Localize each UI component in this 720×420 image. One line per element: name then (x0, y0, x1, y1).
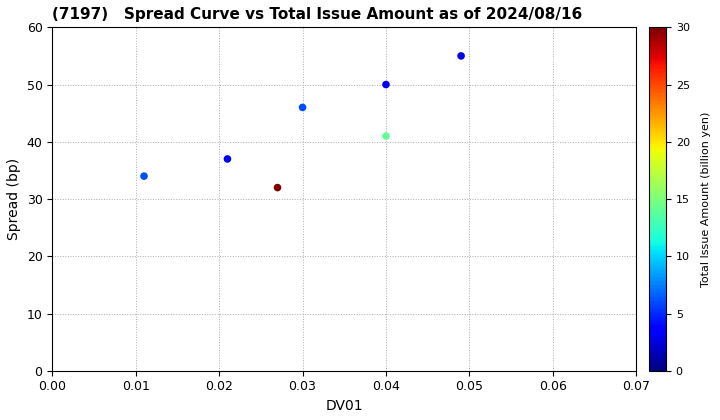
Y-axis label: Total Issue Amount (billion yen): Total Issue Amount (billion yen) (701, 111, 711, 287)
Point (222, 155, 233, 162)
Point (380, 133, 392, 139)
Text: (7197)   Spread Curve vs Total Issue Amount as of 2024/08/16: (7197) Spread Curve vs Total Issue Amoun… (53, 7, 582, 22)
Point (138, 173, 150, 179)
Point (297, 104, 308, 111)
Point (455, 52, 467, 59)
Y-axis label: Spread (bp): Spread (bp) (7, 158, 21, 240)
Point (271, 184, 283, 191)
X-axis label: DV01: DV01 (325, 399, 363, 413)
Point (380, 81, 392, 88)
